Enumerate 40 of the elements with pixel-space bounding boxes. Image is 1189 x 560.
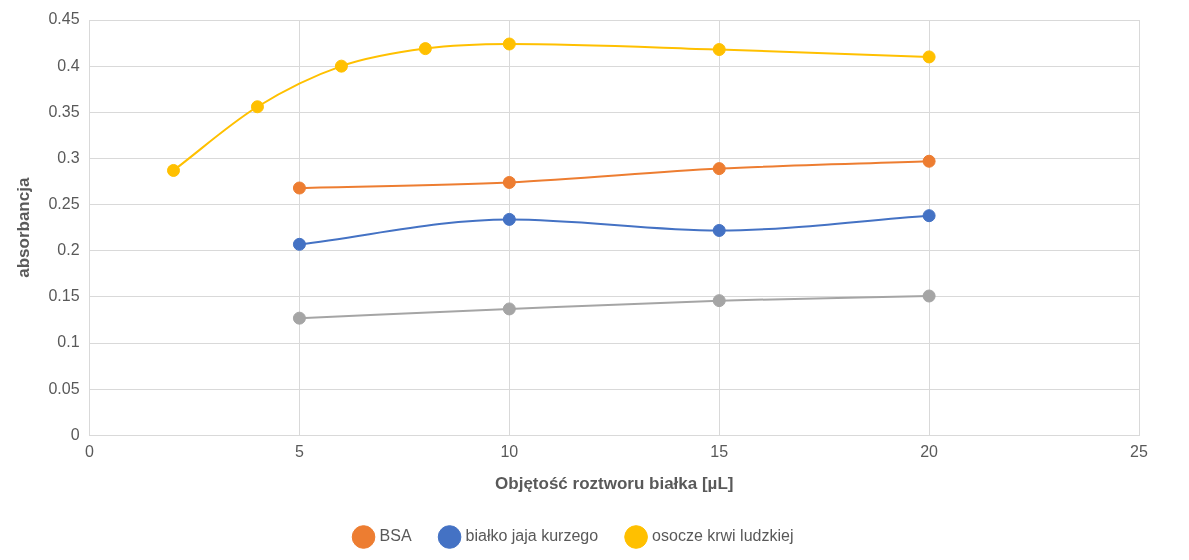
y-tick-label: 0.1 <box>57 333 80 351</box>
point <box>292 181 306 195</box>
point <box>922 154 936 168</box>
point <box>502 175 516 189</box>
point <box>712 294 726 308</box>
x-tick-label: 10 <box>500 443 519 461</box>
x-tick-label: 5 <box>294 443 304 461</box>
point <box>922 289 936 303</box>
x-tick-label: 0 <box>85 443 95 461</box>
legend-label: białko jaja kurzego <box>465 527 599 545</box>
y-tick-label: 0 <box>70 425 80 443</box>
point <box>334 59 348 73</box>
point <box>502 212 516 226</box>
y-tick-label: 0.2 <box>57 241 80 259</box>
x-tick-label: 20 <box>920 443 939 461</box>
y-tick-label: 0.15 <box>48 287 80 305</box>
legend-label: BSA <box>379 527 412 545</box>
y-tick-label: 0.05 <box>48 379 80 397</box>
legend-label: osocze krwi ludzkiej <box>652 527 794 545</box>
x-tick-label: 15 <box>710 443 729 461</box>
point <box>712 162 726 176</box>
point <box>167 163 180 177</box>
point <box>922 50 936 64</box>
point <box>292 311 306 325</box>
point <box>502 302 516 316</box>
y-tick-label: 0.4 <box>57 56 80 74</box>
point <box>250 100 264 114</box>
y-tick-label: 0.45 <box>48 10 80 28</box>
y-tick-label: 0.35 <box>48 102 80 120</box>
y-axis-title: absorbancja <box>13 177 33 278</box>
point <box>922 209 936 223</box>
point <box>712 223 726 237</box>
y-tick-label: 0.25 <box>48 195 80 213</box>
point <box>712 43 726 57</box>
point <box>502 37 516 51</box>
x-tick-label: 25 <box>1130 443 1148 461</box>
y-tick-label: 0.3 <box>57 148 80 166</box>
x-axis-title: Objętość roztworu białka [µL] <box>495 474 734 494</box>
point <box>292 237 306 251</box>
point <box>418 42 432 56</box>
